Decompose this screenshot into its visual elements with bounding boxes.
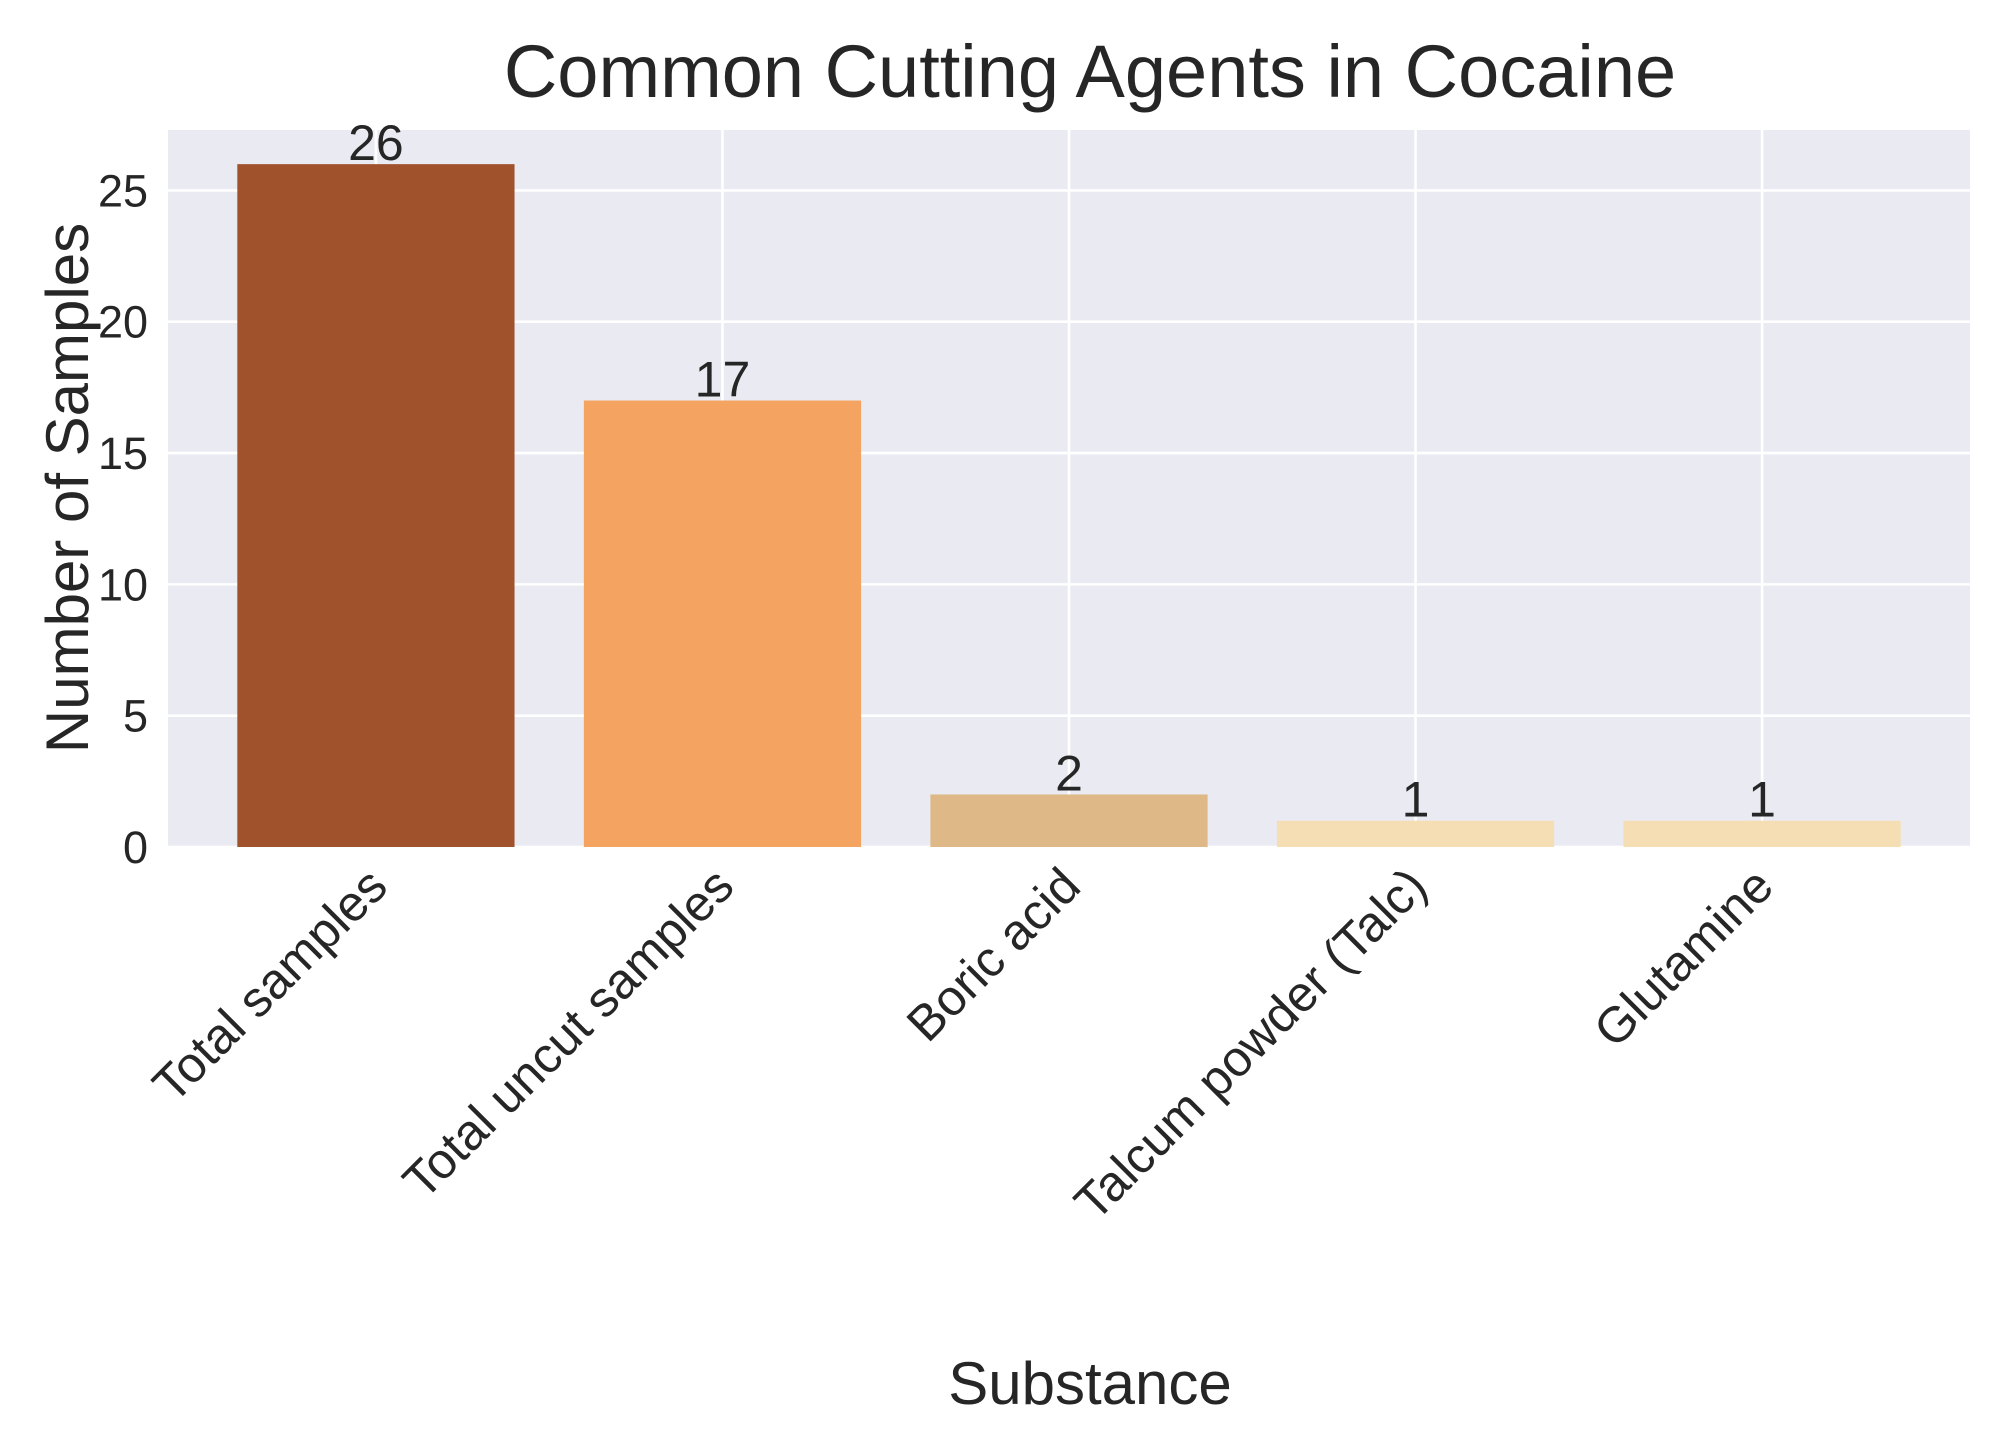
chart-title: Common Cutting Agents in Cocaine xyxy=(504,30,1676,113)
bar xyxy=(1276,820,1555,847)
y-tick-label: 25 xyxy=(98,165,148,216)
bar-value-label: 1 xyxy=(1402,772,1430,828)
x-tick-label: Glutamine xyxy=(1583,857,1784,1058)
x-tick-label: Boric acid xyxy=(896,857,1091,1052)
x-axis-label: Substance xyxy=(948,1350,1232,1417)
y-tick-label: 5 xyxy=(123,691,148,742)
y-tick-labels: 0 5 10 15 20 25 xyxy=(98,165,148,873)
value-labels: 26 17 2 1 1 xyxy=(348,115,1776,828)
bar xyxy=(237,164,515,848)
x-tick-label: Total uncut samples xyxy=(392,857,744,1209)
x-tick-label: Total samples xyxy=(142,857,398,1113)
bar-value-label: 17 xyxy=(695,352,751,408)
y-tick-label: 10 xyxy=(98,559,148,610)
y-tick-label: 15 xyxy=(98,428,148,479)
x-tick-label: Talcum powder (Talc) xyxy=(1064,857,1438,1231)
y-tick-label: 20 xyxy=(98,297,148,348)
bar-value-label: 26 xyxy=(348,115,404,171)
bar xyxy=(1623,820,1901,847)
bar-value-label: 1 xyxy=(1748,772,1776,828)
y-axis-label: Number of Samples xyxy=(34,223,101,753)
bars xyxy=(237,164,1901,848)
bar-value-label: 2 xyxy=(1055,745,1083,801)
bar xyxy=(583,400,862,847)
bar xyxy=(930,794,1208,847)
y-tick-label: 0 xyxy=(123,822,148,873)
